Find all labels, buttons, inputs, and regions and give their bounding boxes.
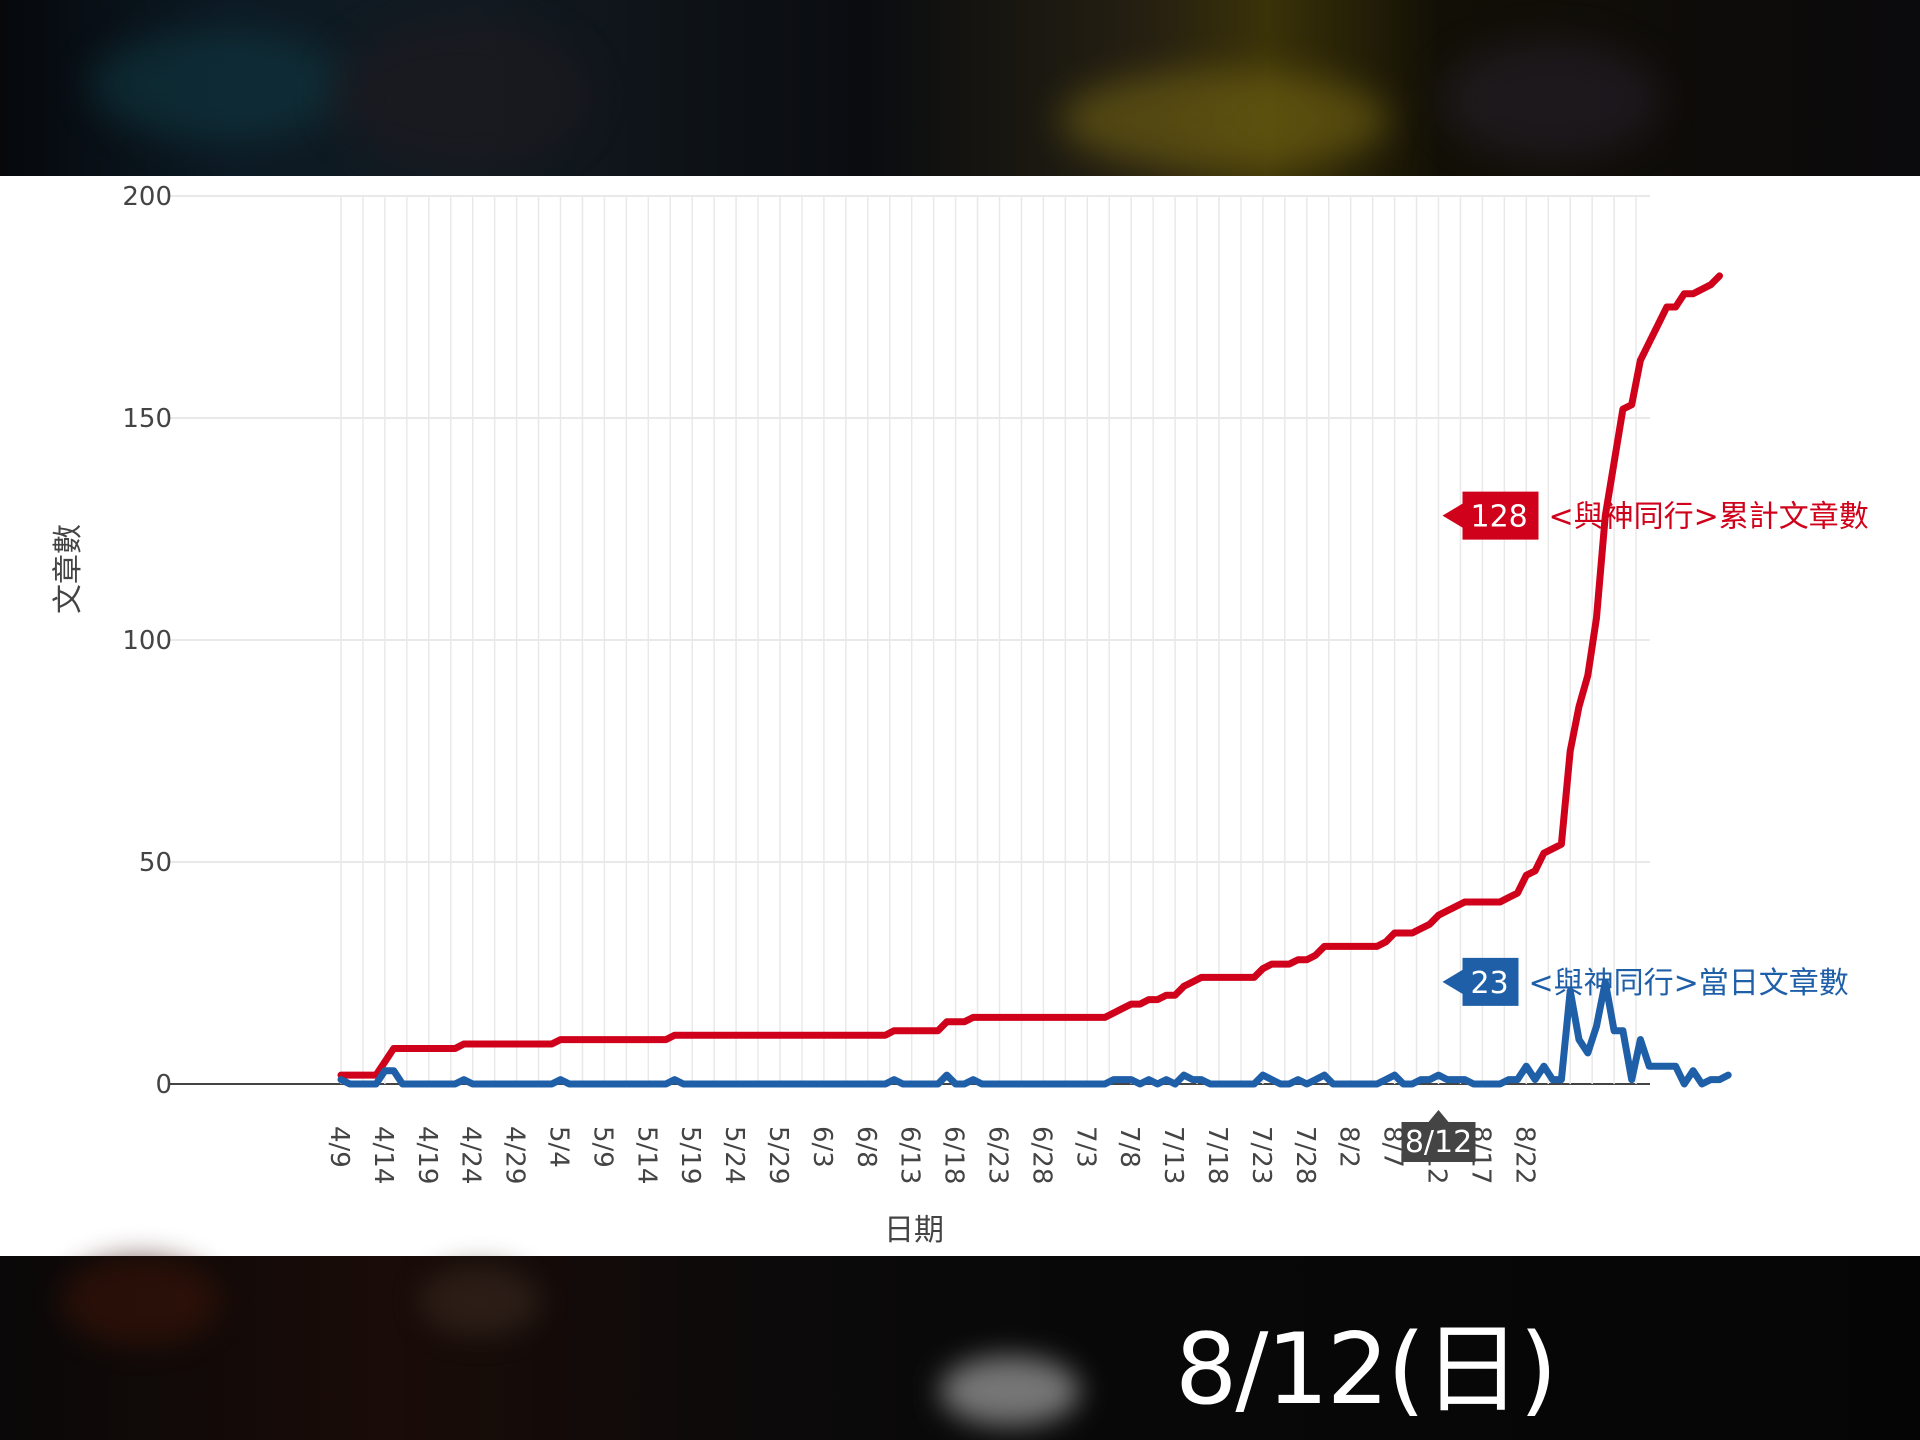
x-axis-title: 日期 — [884, 1213, 944, 1248]
x-tick-label: 4/19 — [412, 1126, 442, 1184]
y-tick-label: 100 — [122, 626, 172, 656]
x-tick-label: 8/2 — [1334, 1126, 1364, 1168]
y-tick-label: 0 — [155, 1070, 172, 1100]
x-tick-label: 5/9 — [587, 1126, 617, 1168]
y-tick-label: 200 — [122, 182, 172, 212]
x-tick-label: 7/8 — [1114, 1126, 1144, 1168]
x-tick-label: 6/3 — [807, 1126, 837, 1168]
y-tick-label: 150 — [122, 404, 172, 434]
date-caption: 8/12(日) — [1175, 1313, 1558, 1427]
x-hover-value: 8/12 — [1405, 1125, 1472, 1160]
daily-series-line — [337, 978, 1732, 1088]
series-name-label: <與神同行>當日文章數 — [1529, 966, 1849, 1001]
x-tick-label: 6/23 — [983, 1126, 1013, 1184]
x-tick-label: 6/8 — [851, 1126, 881, 1168]
x-tick-label: 5/24 — [719, 1126, 749, 1184]
x-tick-label: 5/19 — [675, 1126, 705, 1184]
x-tick-label: 4/14 — [368, 1126, 398, 1184]
x-tick-label: 4/9 — [324, 1126, 354, 1168]
y-axis-title: 文章數 — [51, 524, 86, 614]
x-tick-label: 7/18 — [1202, 1126, 1232, 1184]
x-tick-label: 6/13 — [895, 1126, 925, 1184]
x-tick-label: 7/13 — [1158, 1126, 1188, 1184]
x-tick-label: 7/28 — [1290, 1126, 1320, 1184]
background-photo-top — [0, 0, 1920, 176]
x-tick-label: 5/29 — [763, 1126, 793, 1184]
y-tick-label: 50 — [139, 848, 172, 878]
y-axis: 0 50 100 150 200 — [122, 182, 172, 1100]
background-photo-bottom — [0, 1256, 1920, 1440]
x-tick-label: 4/24 — [456, 1126, 486, 1184]
hover-labels: 128 <與神同行>累計文章數 23 <與神同行>當日文章數 8/12 — [1401, 491, 1869, 1162]
hover-badge — [1442, 491, 1539, 540]
daily-hover-label: 23 <與神同行>當日文章數 — [1442, 957, 1849, 1006]
grid-lines — [170, 195, 1650, 1085]
x-tick-label: 7/23 — [1246, 1126, 1276, 1184]
series-name-label: <與神同行>累計文章數 — [1549, 500, 1869, 535]
x-axis: 4/9 4/14 4/19 4/24 4/29 5/4 5/9 5/14 5/19 5/24 5/2… — [324, 1126, 1539, 1184]
hover-value: 23 — [1471, 966, 1509, 1001]
x-tick-label: 8/22 — [1509, 1126, 1539, 1184]
line-chart: 0 50 100 150 200 4/9 4/14 4/19 4/24 4/29 5/4 5/9 5/… — [51, 182, 1869, 1248]
hover-value: 128 — [1471, 500, 1528, 535]
x-tick-label: 6/18 — [939, 1126, 969, 1184]
hover-badge — [1442, 957, 1519, 1006]
series-lines — [337, 272, 1732, 1088]
x-hover-badge-box — [1401, 1110, 1476, 1162]
x-tick-label: 6/28 — [1026, 1126, 1056, 1184]
x-tick-label: 7/3 — [1070, 1126, 1100, 1168]
cumulative-series-line — [337, 272, 1723, 1079]
x-tick-label: 5/4 — [544, 1126, 574, 1168]
x-hover-badge: 8/12 — [1401, 1110, 1476, 1162]
chart-panel: 0 50 100 150 200 4/9 4/14 4/19 4/24 4/29 5/4 5/9 5/… — [0, 176, 1920, 1256]
x-tick-label: 4/29 — [500, 1126, 530, 1184]
cumulative-hover-label: 128 <與神同行>累計文章數 — [1442, 491, 1869, 540]
x-tick-label: 5/14 — [631, 1126, 661, 1184]
